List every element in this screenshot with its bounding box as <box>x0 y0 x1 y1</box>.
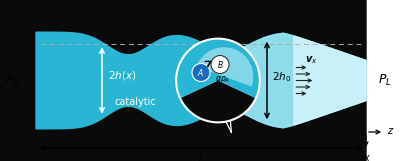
Text: $z$: $z$ <box>387 126 394 136</box>
Wedge shape <box>180 80 256 122</box>
Circle shape <box>192 63 210 81</box>
Wedge shape <box>176 39 260 98</box>
Text: $P_0$: $P_0$ <box>5 73 20 88</box>
Polygon shape <box>36 0 366 61</box>
Text: $\alpha\rho_A$: $\alpha\rho_A$ <box>216 74 230 85</box>
Polygon shape <box>294 36 366 125</box>
Polygon shape <box>36 100 366 161</box>
Circle shape <box>176 39 260 122</box>
Text: catalytic: catalytic <box>114 97 156 107</box>
Text: $\boldsymbol{v}_x$: $\boldsymbol{v}_x$ <box>306 55 318 66</box>
Text: $2h_0$: $2h_0$ <box>272 71 291 84</box>
Polygon shape <box>0 0 36 161</box>
Wedge shape <box>196 47 253 86</box>
Text: $\mathit{B}$: $\mathit{B}$ <box>217 59 223 70</box>
Text: $x$: $x$ <box>363 153 371 161</box>
Text: $2h(x)$: $2h(x)$ <box>108 69 136 82</box>
Text: $P_L$: $P_L$ <box>378 73 392 88</box>
Polygon shape <box>228 33 366 128</box>
Polygon shape <box>36 32 366 129</box>
Circle shape <box>211 56 229 74</box>
Text: $\mathit{A}$: $\mathit{A}$ <box>198 67 204 78</box>
Text: $L$: $L$ <box>197 153 205 161</box>
